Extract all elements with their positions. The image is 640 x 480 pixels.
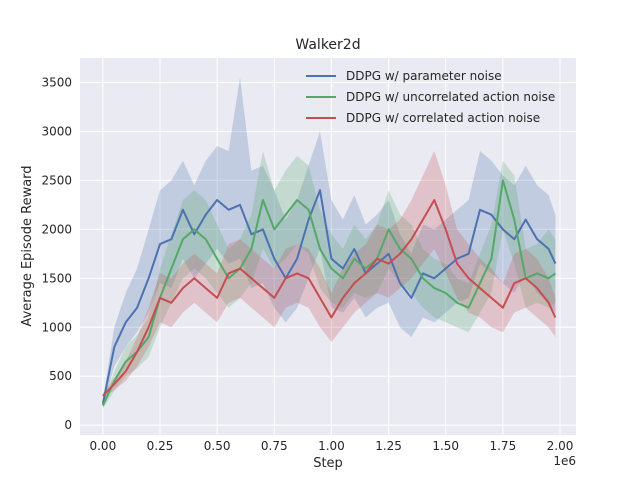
y-tick-label: 3000	[41, 124, 72, 138]
x-tick-label: 1.00	[318, 439, 345, 453]
x-tick-label: 0.00	[89, 439, 116, 453]
x-tick-label: 1.25	[375, 439, 402, 453]
y-tick-label: 1500	[41, 271, 72, 285]
series-lines	[101, 179, 557, 407]
legend-label: DDPG w/ uncorrelated action noise	[346, 90, 555, 104]
confidence-band-series-1	[102, 151, 556, 409]
legend: DDPG w/ parameter noise DDPG w/ uncorrela…	[306, 69, 555, 125]
legend-label: DDPG w/ parameter noise	[346, 69, 502, 83]
x-tick-label: 0.50	[204, 439, 231, 453]
x-tick-label: 0.25	[147, 439, 174, 453]
x-tick-label: 2.00	[547, 439, 574, 453]
y-tick-labels: 0 500 1000 1500 2000 2500 3000 3500	[41, 75, 72, 432]
y-tick-label: 3500	[41, 75, 72, 89]
x-tick-label: 1.75	[489, 439, 516, 453]
confidence-band-series-2	[102, 151, 556, 399]
series-line-1	[101, 179, 556, 407]
y-tick-label: 2500	[41, 173, 72, 187]
chart-title: Walker2d	[295, 37, 360, 53]
series-line-2	[102, 199, 557, 397]
x-axis-label: Step	[313, 456, 343, 471]
y-tick-label: 2000	[41, 222, 72, 236]
x-axis-multiplier: 1e6	[553, 454, 576, 468]
y-tick-label: 1000	[41, 320, 72, 334]
x-tick-label: 1.50	[432, 439, 459, 453]
x-tick-labels: 0.00 0.25 0.50 0.75 1.00 1.25 1.50 1.75 2.00	[89, 439, 573, 453]
y-tick-label: 0	[64, 418, 72, 432]
legend-label: DDPG w/ correlated action noise	[346, 111, 540, 125]
x-tick-label: 0.75	[261, 439, 288, 453]
series-line-0	[101, 189, 557, 404]
grid-lines	[80, 58, 576, 435]
y-axis-label: Average Episode Reward	[20, 165, 35, 326]
y-tick-label: 500	[49, 369, 72, 383]
